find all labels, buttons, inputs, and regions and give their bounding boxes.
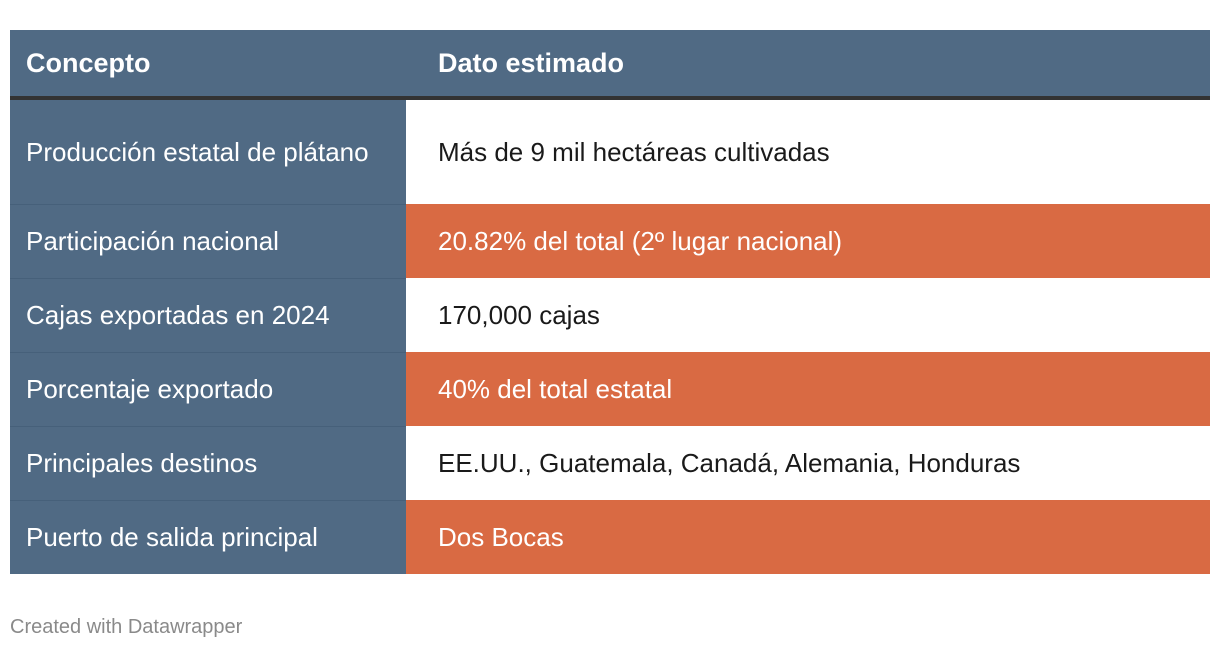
row-value-cell: Más de 9 mil hectáreas cultivadas: [406, 98, 1210, 204]
row-value-cell: 40% del total estatal: [406, 352, 1210, 426]
row-value-cell: EE.UU., Guatemala, Canadá, Alemania, Hon…: [406, 426, 1210, 500]
column-header-dato: Dato estimado: [406, 30, 1210, 100]
row-value-cell: 170,000 cajas: [406, 278, 1210, 352]
table-header-row: Concepto Dato estimado: [10, 30, 1210, 100]
row-label-cell: Porcentaje exportado: [10, 351, 406, 426]
table-row: Porcentaje exportado 40% del total estat…: [10, 351, 1210, 426]
row-value-cell: Dos Bocas: [406, 500, 1210, 574]
row-value-cell: 20.82% del total (2º lugar nacional): [406, 204, 1210, 278]
table-row: Producción estatal de plátano Más de 9 m…: [10, 97, 1210, 204]
table-row: Participación nacional 20.82% del total …: [10, 203, 1210, 278]
row-label-cell: Principales destinos: [10, 425, 406, 500]
row-label-cell: Producción estatal de plátano: [10, 97, 406, 204]
row-label-cell: Cajas exportadas en 2024: [10, 277, 406, 352]
row-label-cell: Participación nacional: [10, 203, 406, 278]
row-label-cell: Puerto de salida principal: [10, 499, 406, 574]
data-table: Concepto Dato estimado Producción estata…: [10, 30, 1210, 574]
datawrapper-credit: Created with Datawrapper: [10, 616, 243, 638]
column-header-concepto: Concepto: [10, 30, 406, 100]
table-row: Puerto de salida principal Dos Bocas: [10, 499, 1210, 574]
data-table-container: Concepto Dato estimado Producción estata…: [10, 30, 1210, 574]
table-row: Cajas exportadas en 2024 170,000 cajas: [10, 277, 1210, 352]
table-row: Principales destinos EE.UU., Guatemala, …: [10, 425, 1210, 500]
